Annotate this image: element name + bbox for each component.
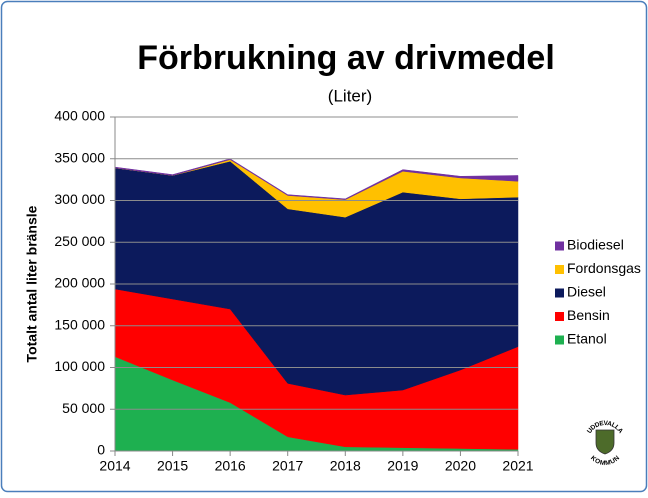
- y-tick-label: 100 000: [54, 358, 105, 374]
- y-tick-label: 200 000: [54, 275, 105, 291]
- y-axis-label: Totalt antal liter bränsle: [24, 205, 40, 362]
- y-tick-label: 350 000: [54, 149, 105, 165]
- y-tick-label: 0: [97, 442, 105, 458]
- y-tick-label: 250 000: [54, 233, 105, 249]
- x-tick-label: 2016: [215, 458, 246, 474]
- legend-label: Bensin: [567, 307, 610, 323]
- y-tick-label: 400 000: [54, 108, 105, 124]
- legend-swatch: [555, 335, 564, 345]
- legend-label: Biodiesel: [567, 237, 624, 253]
- legend-label: Fordonsgas: [567, 260, 641, 276]
- y-tick-label: 50 000: [62, 400, 105, 416]
- x-tick-label: 2015: [157, 458, 188, 474]
- legend-label: Etanol: [567, 331, 607, 347]
- legend-swatch: [555, 265, 564, 274]
- legend-swatch: [555, 288, 564, 298]
- area: [114, 158, 519, 200]
- chart-subtitle: (Liter): [328, 86, 372, 105]
- legend-label: Diesel: [567, 284, 606, 300]
- x-tick-label: 2021: [502, 458, 533, 474]
- legend-swatch: [555, 241, 564, 251]
- x-tick-label: 2018: [330, 458, 361, 474]
- legend-swatch: [555, 312, 564, 321]
- x-tick-label: 2014: [99, 458, 130, 474]
- y-tick-label: 300 000: [54, 191, 105, 207]
- x-tick-label: 2020: [445, 458, 476, 474]
- legend: Biodiesel Fordonsgas Diesel Bensin Etanol: [555, 237, 641, 347]
- x-tick-label: 2017: [272, 458, 303, 474]
- logo-shield: [595, 429, 615, 455]
- x-tick-label: 2019: [387, 458, 418, 474]
- y-tick-label: 150 000: [54, 316, 105, 332]
- chart-title: Förbrukning av drivmedel: [137, 39, 555, 77]
